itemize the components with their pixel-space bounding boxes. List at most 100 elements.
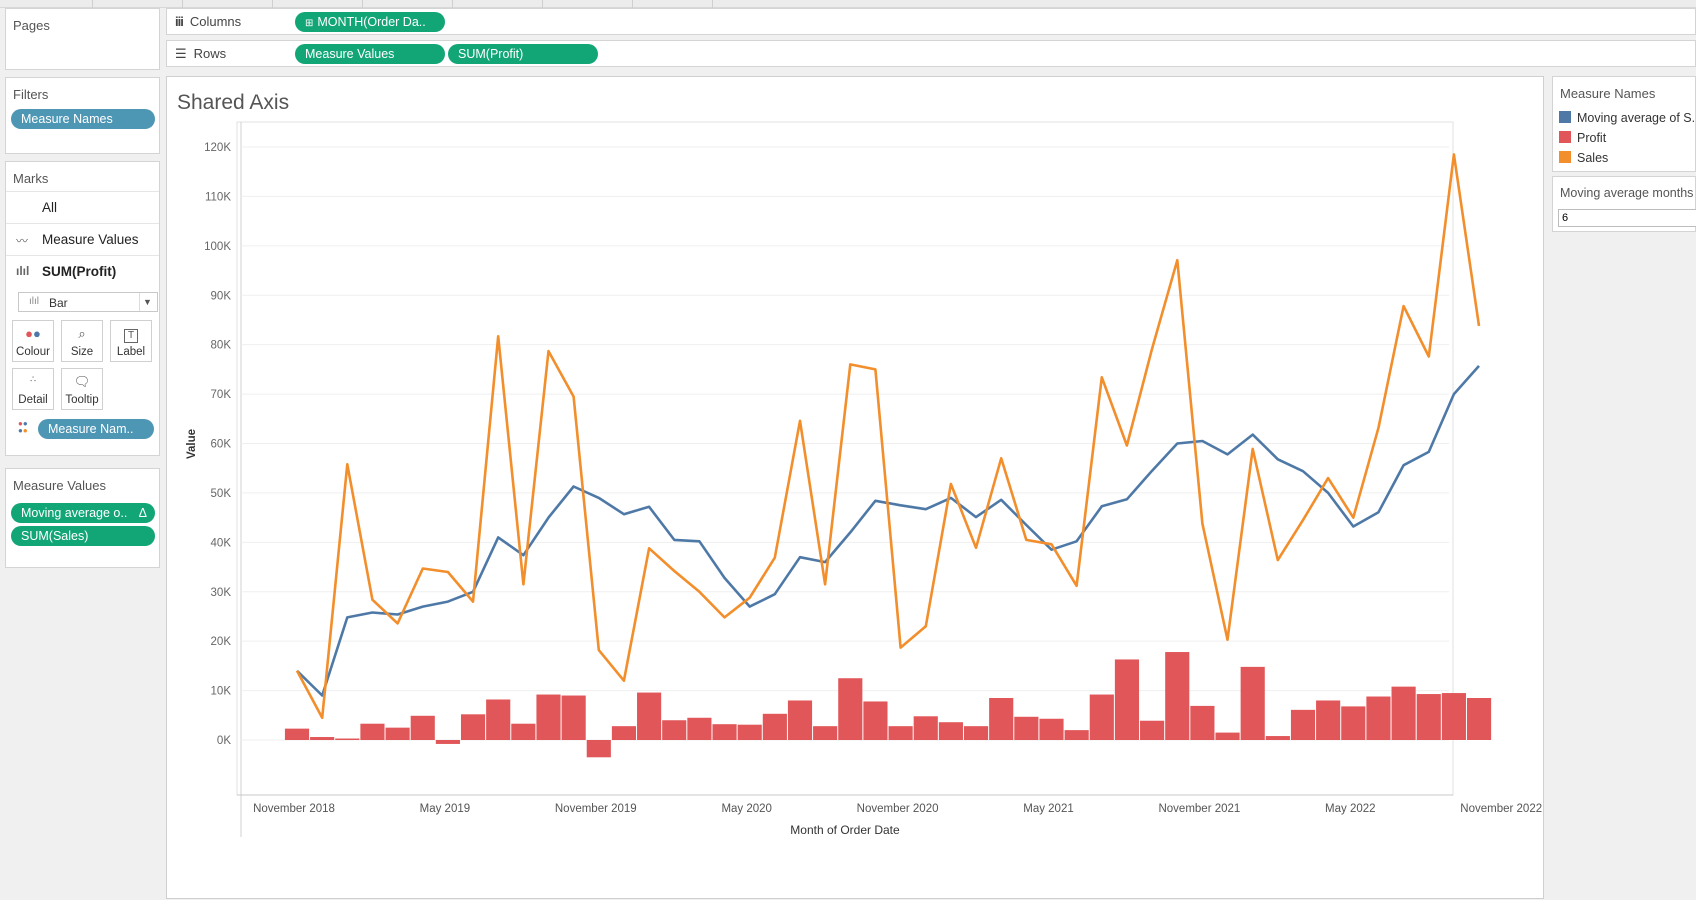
x-tick-label: November 2019 (555, 803, 637, 815)
marks-profit-label: SUM(Profit) (42, 264, 117, 279)
profit-bar (1165, 652, 1190, 740)
moving-average-months-input[interactable] (1558, 209, 1696, 227)
legend-swatch-moving-average (1559, 111, 1571, 123)
moving-average-line (296, 365, 1480, 697)
colour-dots-icon: ●● ●● (18, 419, 28, 435)
marks-all-label: All (42, 200, 58, 215)
bar-chart-icon: ılıl (16, 264, 30, 278)
chart-title: Shared Axis (177, 91, 290, 114)
rows-pill-measure-values[interactable]: Measure Values (295, 44, 445, 64)
profit-bar (460, 714, 486, 740)
label-icon: T (111, 326, 151, 343)
y-tick-label: 10K (211, 686, 232, 698)
profit-bar (410, 715, 435, 740)
profit-bar (385, 727, 410, 740)
size-label: Size (70, 346, 94, 358)
chevron-down-icon[interactable]: ▼ (139, 293, 155, 311)
profit-bar (435, 740, 460, 744)
x-tick-label: May 2021 (1023, 803, 1074, 815)
chart-svg[interactable]: 0K 10K 20K 30K 40K 50K 60K 70K 80K 90K 100K 110K 120… (167, 77, 1545, 900)
x-tick-label: May 2019 (420, 803, 471, 815)
profit-bar (1466, 697, 1492, 740)
y-tick-label: 50K (211, 488, 232, 500)
pages-title: Pages (13, 18, 50, 33)
columns-shelf[interactable]: iii Columns ⊞ MONTH(Order Da.. (166, 8, 1696, 35)
profit-bar (360, 723, 385, 740)
colour-label: Colour (16, 346, 50, 358)
legend-item-profit[interactable]: Profit (1559, 131, 1606, 145)
profit-bar (737, 724, 762, 740)
y-tick-label: 90K (211, 290, 232, 302)
profit-bar (1290, 709, 1316, 740)
profit-bar (1240, 666, 1265, 740)
x-tick-label: November 2018 (253, 803, 335, 815)
mark-type-dropdown[interactable]: ılıl Bar ▼ (18, 292, 158, 312)
size-button[interactable]: ⌕ Size (61, 320, 103, 362)
pages-card[interactable]: Pages (5, 8, 160, 70)
profit-bar (963, 726, 989, 740)
profit-bar (637, 692, 662, 740)
legend-item-moving-average[interactable]: Moving average of S.. (1559, 111, 1696, 125)
profit-bar (863, 701, 888, 740)
profit-bar (536, 694, 561, 740)
y-tick-label: 80K (211, 340, 232, 352)
label-button[interactable]: T Label (110, 320, 152, 362)
profit-bar (561, 695, 586, 740)
marks-card[interactable]: Marks All 〰 Measure Values ılıl SUM(Prof… (5, 161, 160, 456)
profit-bar (486, 699, 511, 740)
profit-bar (1089, 694, 1114, 740)
measure-pill-moving-average[interactable]: Moving average o.. Δ (11, 503, 155, 523)
columns-icon: iii (175, 14, 184, 29)
expand-icon: ⊞ (305, 18, 314, 29)
rows-shelf[interactable]: ☰ Rows Measure Values SUM(Profit) (166, 40, 1696, 67)
filters-card[interactable]: Filters Measure Names (5, 77, 160, 154)
marks-row-measure-values[interactable]: 〰 Measure Values (6, 223, 159, 254)
measure-pill-sum-sales[interactable]: SUM(Sales) (11, 526, 155, 546)
profit-bar (687, 717, 712, 740)
filter-pill-measure-names[interactable]: Measure Names (11, 109, 155, 129)
y-tick-label: 40K (211, 537, 232, 549)
label-label: Label (116, 346, 146, 358)
x-tick-label: November 2020 (857, 803, 939, 815)
tooltip-label: Tooltip (65, 394, 99, 406)
profit-bar (1265, 736, 1290, 740)
profit-bar (1341, 706, 1366, 740)
measure-values-card[interactable]: Measure Values Moving average o.. Δ SUM(… (5, 468, 160, 568)
legend-title: Measure Names (1560, 86, 1656, 101)
legend-item-sales[interactable]: Sales (1559, 151, 1608, 165)
y-tick-label: 0K (217, 735, 231, 747)
colour-pill-measure-names[interactable]: Measure Nam.. (38, 419, 154, 439)
sales-line (295, 153, 1481, 720)
legend-swatch-profit (1559, 131, 1571, 143)
top-tab-strip (0, 0, 1696, 8)
profit-bar (1190, 705, 1215, 740)
marks-row-profit[interactable]: ılıl SUM(Profit) (6, 255, 159, 286)
y-tick-label: 70K (211, 389, 232, 401)
profit-bar (1416, 694, 1441, 740)
columns-pill[interactable]: ⊞ MONTH(Order Da.. (295, 12, 445, 32)
size-icon: ⌕ (78, 326, 86, 341)
profit-bar (1064, 730, 1089, 740)
parameter-card[interactable]: Moving average months (1552, 176, 1696, 232)
y-tick-label: 30K (211, 587, 232, 599)
y-tick-label: 110K (205, 191, 231, 203)
profit-bar (284, 728, 310, 740)
profit-bar (1215, 732, 1240, 740)
rows-pill-profit[interactable]: SUM(Profit) (448, 44, 598, 64)
profit-bar (662, 720, 687, 740)
filters-title: Filters (13, 87, 49, 102)
profit-bar (813, 726, 838, 740)
tooltip-button[interactable]: 🗨 Tooltip (61, 368, 103, 410)
marks-row-all[interactable]: All (6, 191, 159, 222)
colour-button[interactable]: ●● Colour (12, 320, 54, 362)
parameter-title: Moving average months (1560, 186, 1694, 200)
detail-button[interactable]: ∴ Detail (12, 368, 54, 410)
profit-bar (888, 726, 913, 740)
rows-icon: ☰ (175, 46, 187, 61)
legend-card[interactable]: Measure Names Moving average of S.. Prof… (1552, 76, 1696, 172)
profit-bar (762, 713, 787, 740)
profit-bar (1441, 693, 1466, 740)
chart-view[interactable]: Shared Axis 0K 10K 20K 30K 40K 50K 60K 70K 80K 90… (166, 76, 1544, 899)
y-tick-label: 60K (211, 439, 232, 451)
x-axis-label: Month of Order Date (790, 823, 900, 837)
